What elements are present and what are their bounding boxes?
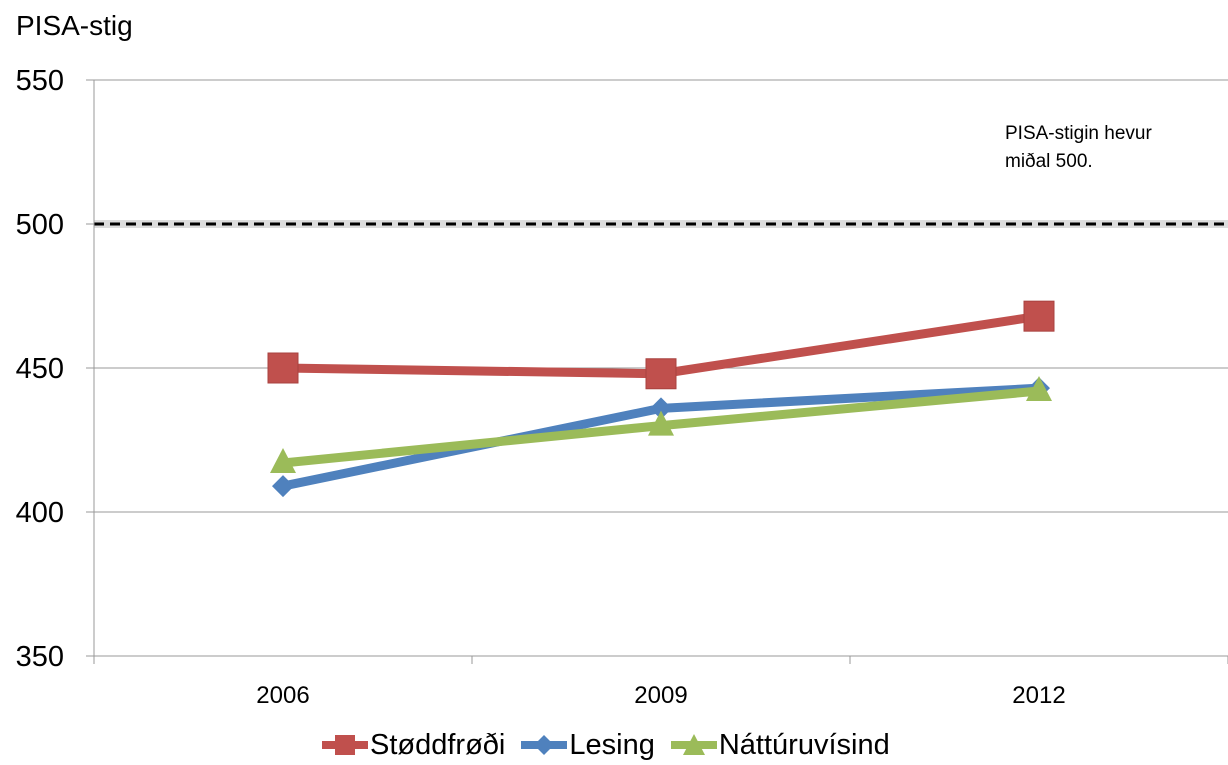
legend-label-stoddfrodi: Støddfrøði xyxy=(370,728,506,761)
y-tick-label-550: 550 xyxy=(16,65,64,97)
data-point-stddfri-2006 xyxy=(267,352,299,384)
legend: Støddfrøði Lesing Náttúruvísind xyxy=(320,725,890,765)
legend-item-stoddfrodi: Støddfrøði xyxy=(320,729,505,762)
chart-note: PISA-stigin hevur miðal 500. xyxy=(1005,120,1215,176)
data-point-stddfri-2012 xyxy=(1023,300,1055,332)
y-tick-label-500: 500 xyxy=(16,209,64,241)
legend-item-natturuvisind: Náttúruvísind xyxy=(669,729,890,762)
x-tick-label-2006: 2006 xyxy=(256,682,309,709)
legend-swatch-natturuvisind xyxy=(670,734,717,755)
legend-label-lesing: Lesing xyxy=(569,728,655,761)
x-tick-label-2012: 2012 xyxy=(1012,682,1065,709)
legend-swatch-stoddfrodi xyxy=(322,735,368,755)
data-point-lesing-2009 xyxy=(650,397,672,420)
y-tick-label-450: 450 xyxy=(16,353,64,385)
legend-label-natturuvisind: Náttúruvísind xyxy=(718,728,890,761)
x-tick-label-2009: 2009 xyxy=(634,682,687,709)
data-point-lesing-2006 xyxy=(272,475,294,498)
data-point-natturuvisind-2006 xyxy=(270,448,296,474)
y-tick-label-400: 400 xyxy=(16,497,64,529)
note-line-1: PISA-stigin hevur xyxy=(1005,123,1152,144)
data-point-natturuvisind-2012 xyxy=(1026,376,1052,402)
data-point-stddfri-2009 xyxy=(645,358,677,390)
y-tick-label-350: 350 xyxy=(16,641,64,673)
legend-item-lesing: Lesing xyxy=(519,728,655,762)
note-line-2: miðal 500. xyxy=(1005,151,1093,172)
data-point-natturuvisind-2009 xyxy=(648,410,674,436)
legend-swatch-lesing xyxy=(521,735,568,755)
y-axis-label: PISA-stig xyxy=(16,10,133,41)
